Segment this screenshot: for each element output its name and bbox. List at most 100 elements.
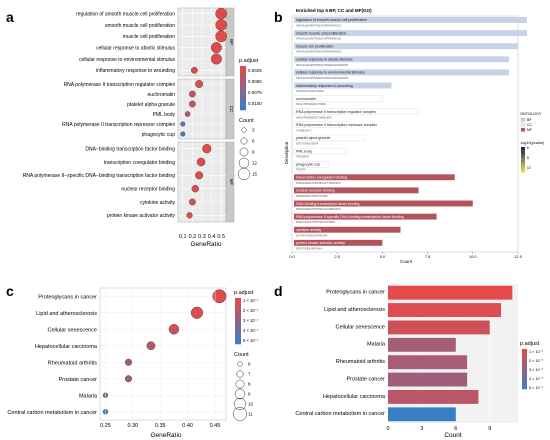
panel-b-bar-genes: TP53/SIRT1: [296, 156, 310, 159]
panel-c-point: [212, 289, 227, 304]
panel-c-colorbar-segment: [235, 327, 241, 330]
panel-c-size-key: [235, 379, 245, 389]
panel-b-bar-label: euchromatin: [296, 97, 316, 101]
panel-b-bar-label: RNA polymerase II transcription represso…: [296, 123, 377, 127]
panel-b-bar: [293, 147, 347, 155]
panel-c-size-tick: 9: [248, 392, 251, 397]
panel-c-colorbar-segment: [235, 314, 241, 318]
panel-a-size-tick: 12: [252, 161, 258, 166]
panel-b-bar: [293, 108, 419, 115]
panel-label-c: c: [6, 283, 14, 299]
panel-a-point: [189, 198, 196, 206]
panel-c-category-label: Proteoglycans in cancer: [38, 294, 97, 300]
panel-c-colorbar-segment: [235, 333, 241, 336]
panel-c-point: [124, 375, 132, 383]
panel-b-bar-label: smooth muscle cell proliferation: [296, 31, 346, 35]
panel-a-colorbar-segment: [240, 80, 246, 83]
panel-b-bar: [294, 239, 383, 246]
panel-c-colorbar-tick: 5 × 10⁻⁷: [243, 338, 259, 343]
panel-d-colorbar-segment: [522, 383, 527, 386]
panel-d-colorbar-tick: 5 × 10⁻⁷: [529, 386, 544, 390]
panel-b-bar-genes: PPARG/ESR1/TP53/HIF1A/CTNNB1/MYC: [296, 208, 341, 211]
panel-c-colorbar-segment: [235, 329, 241, 332]
panel-d-category-label: Cellular senescence: [335, 324, 385, 330]
panel-a-colorbar-tick: 0.0100: [248, 101, 262, 106]
panel-c-size-key: [236, 370, 244, 378]
panel-c-colorbar-segment: [235, 316, 241, 320]
panel-b-bar: [293, 161, 329, 168]
panel-d-bar: [388, 407, 456, 422]
panel-b-bar-genes: IL6/PPARG/NOS3/TGFB1: [296, 90, 324, 93]
panel-c-size-tick: 6: [248, 362, 251, 367]
panel-a-colorbar-segment: [240, 82, 246, 85]
panel-a-point: [189, 90, 196, 98]
panel-a-point: [180, 131, 186, 137]
panel-d-colorbar-tick: 3 × 10⁻⁷: [529, 368, 544, 372]
panel-c-colorbar-segment: [235, 312, 241, 316]
panel-a-colorbar-segment: [240, 104, 246, 107]
panel-a-xtick-label: 0.5: [217, 234, 225, 240]
panel-d-colorbar-segment: [522, 367, 527, 370]
panel-a-category-label: RNA polymerase II transcription represso…: [62, 122, 175, 128]
panel-d-xtick-label: 9: [488, 426, 491, 432]
panel-a-category-label: DNA−binding transcription factor binding: [85, 146, 175, 152]
panel-a-colorbar-segment: [240, 70, 246, 73]
panel-d-colorbar-tick: 1 × 10⁻⁷: [529, 350, 544, 354]
panel-c-size-tick: 8: [248, 382, 251, 387]
panel-b-bar-label: muscle cell proliferation: [296, 44, 334, 48]
panel-d-colorbar-segment: [522, 349, 527, 352]
panel-c-colorbar-tick: 2 × 10⁻⁷: [243, 308, 259, 313]
panel-d-colorbar-segment: [522, 369, 527, 372]
panel-b-color-legend-title: -log10(pvalue): [520, 141, 545, 145]
panel-b-bar: [294, 174, 455, 181]
panel-c-category-label: Cellular senescence: [47, 327, 97, 333]
panel-a-xtick-label: 0.4: [208, 234, 216, 240]
panel-a-category-label: cytokine activity: [140, 200, 176, 206]
panel-c-plot-area: [99, 287, 227, 421]
panel-b-bar: [294, 200, 473, 207]
panel-a-colorbar-segment: [240, 90, 246, 93]
panel-d-colorbar-tick: 2 × 10⁻⁷: [529, 359, 544, 363]
panel-a-point: [215, 30, 227, 43]
panel-c-xtick-label: 0.25: [100, 423, 111, 429]
panel-a-point: [215, 19, 227, 31]
panel-a-size-key: [240, 137, 248, 145]
panel-a-point: [196, 157, 206, 167]
panel-a-point: [210, 53, 222, 65]
panel-a-point: [191, 184, 199, 193]
panel-b-bar-genes: TNF/PTK: [296, 169, 306, 172]
panel-b-ontology-key: [520, 127, 526, 132]
panel-a-colorbar-tick: 0.0075: [248, 90, 262, 95]
panel-d-bar: [388, 372, 468, 387]
panel-a-category-label: platelet alpha granule: [127, 102, 175, 108]
panel-a-strip-CC: [225, 78, 235, 140]
panel-b-bar: [294, 56, 509, 63]
panel-a-colorbar-segment: [240, 74, 246, 77]
panel-a-xtick-label: 0.3: [198, 234, 206, 240]
panel-a-size-tick: 9: [252, 150, 255, 155]
panel-a-colorbar-segment: [240, 86, 246, 89]
panel-b-colorbar-segment: [521, 148, 525, 151]
panel-b-bar: [294, 213, 437, 220]
panel-a-colorbar-segment: [240, 92, 246, 95]
panel-d-colorbar-segment: [522, 352, 527, 355]
panel-a-category-label: PML body: [153, 112, 176, 118]
panel-c-size-key: [233, 397, 247, 411]
panel-b-bar-genes: HIF1A/IL6/IL6R/TP53/IGF1/PPARG/NOS3: [296, 51, 342, 54]
panel-a-point: [210, 42, 222, 54]
panel-c-size-tick: 7: [248, 372, 251, 377]
panel-a-point: [195, 171, 204, 180]
panel-b-colorbar-segment: [521, 166, 525, 168]
panel-b-bar-genes: HIF1A/TP53/ESR1/CTNNB1: [296, 103, 327, 106]
panel-d-colorbar-segment: [522, 376, 527, 379]
panel-a-size-key: [239, 147, 249, 157]
panel-a-size-key: [237, 167, 251, 181]
panel-c-size-tick: 11: [248, 412, 253, 417]
panel-a-colorbar-segment: [240, 78, 246, 81]
panel-a-point: [189, 100, 196, 108]
panel-c-xtick-label: 0.40: [182, 423, 193, 429]
panel-c-colorbar-segment: [235, 331, 241, 334]
panel-a-size-key: [238, 157, 250, 169]
panel-a-category-label: smooth muscle cell proliferation: [105, 23, 175, 29]
panel-b-colorbar-segment: [521, 153, 525, 156]
